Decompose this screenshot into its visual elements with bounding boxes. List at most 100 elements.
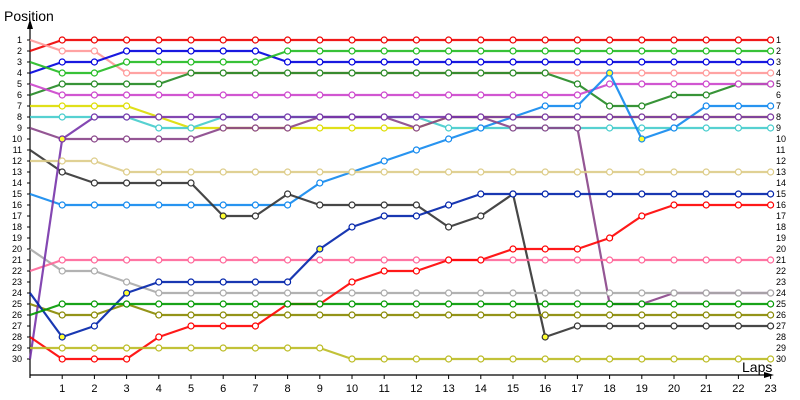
data-point	[702, 168, 710, 176]
data-point	[541, 355, 549, 363]
data-point	[219, 168, 227, 176]
data-point	[90, 135, 99, 143]
data-point	[702, 80, 710, 88]
data-point	[445, 47, 453, 55]
x-tick-label: 11	[378, 383, 389, 395]
y-tick-label-right: 12	[776, 156, 786, 166]
data-point	[734, 168, 743, 176]
data-point	[605, 190, 614, 198]
data-point	[412, 212, 420, 220]
data-point	[122, 344, 131, 352]
data-point	[766, 190, 775, 198]
data-point	[445, 135, 453, 143]
data-point	[58, 333, 66, 341]
data-point	[605, 234, 614, 242]
y-tick-label-left: 18	[12, 222, 22, 232]
data-point	[702, 113, 710, 121]
data-point	[380, 289, 388, 297]
data-point	[155, 124, 163, 132]
data-point	[702, 47, 710, 55]
data-point	[670, 355, 678, 363]
y-tick-label-left: 11	[13, 145, 22, 155]
data-point	[509, 256, 517, 264]
data-point	[251, 289, 259, 297]
data-point	[477, 190, 485, 198]
data-point	[187, 322, 195, 330]
data-point	[187, 69, 195, 77]
data-point	[90, 91, 99, 99]
data-point	[412, 69, 420, 77]
data-point	[605, 80, 614, 88]
data-point	[541, 113, 549, 121]
data-point	[702, 201, 710, 209]
data-point	[122, 69, 131, 77]
x-tick-label: 22	[732, 383, 744, 395]
y-tick-label-left: 7	[17, 101, 22, 111]
y-tick-label-right: 22	[776, 266, 786, 276]
data-point	[58, 113, 66, 121]
data-point	[58, 157, 66, 165]
y-tick-label-right: 9	[776, 123, 781, 133]
data-point	[90, 69, 99, 77]
data-point	[58, 58, 66, 66]
y-tick-label-right: 10	[776, 134, 786, 144]
data-point	[412, 300, 420, 308]
x-tick-label: 8	[285, 383, 291, 395]
data-point	[316, 91, 324, 99]
data-point	[734, 102, 743, 110]
data-point	[90, 36, 99, 44]
data-point	[251, 278, 259, 286]
data-point	[445, 124, 453, 132]
data-point	[541, 69, 549, 77]
data-point	[348, 168, 356, 176]
data-point	[155, 168, 163, 176]
data-point	[766, 168, 775, 176]
data-point	[605, 47, 614, 55]
y-ticks-right: 1234567891011121314151617181920212223242…	[776, 35, 786, 364]
x-tick-label: 17	[571, 383, 583, 395]
y-tick-label-left: 23	[12, 277, 22, 287]
data-point	[187, 201, 195, 209]
data-point	[58, 300, 66, 308]
data-point	[541, 58, 549, 66]
data-point	[734, 36, 743, 44]
data-point	[251, 300, 259, 308]
data-point	[58, 135, 66, 143]
y-tick-label-right: 26	[776, 310, 786, 320]
x-tick-label: 20	[668, 383, 680, 395]
data-point	[122, 278, 131, 286]
y-tick-label-right: 18	[776, 222, 786, 232]
y-tick-label-left: 3	[17, 57, 22, 67]
data-point	[122, 300, 131, 308]
data-point	[187, 311, 195, 319]
series-line-18	[29, 203, 771, 361]
data-point	[219, 124, 227, 132]
data-point	[541, 245, 549, 253]
data-point	[284, 278, 292, 286]
y-tick-label-left: 26	[12, 310, 22, 320]
data-point	[638, 47, 646, 55]
data-point	[58, 91, 66, 99]
data-point	[155, 311, 163, 319]
data-point	[316, 311, 324, 319]
data-point	[348, 355, 356, 363]
data-point	[734, 69, 743, 77]
data-point	[412, 289, 420, 297]
data-point	[284, 91, 292, 99]
data-point	[58, 267, 66, 275]
data-point	[638, 102, 646, 110]
data-point	[477, 212, 485, 220]
data-point	[316, 201, 324, 209]
data-point	[58, 355, 66, 363]
y-tick-label-left: 25	[12, 299, 22, 309]
y-tick-label-right: 25	[776, 299, 786, 309]
data-point	[348, 58, 356, 66]
data-point	[638, 80, 646, 88]
data-point	[605, 113, 614, 121]
y-tick-label-right: 23	[776, 277, 786, 287]
data-point	[541, 168, 549, 176]
x-tick-label: 2	[91, 383, 97, 395]
data-point	[380, 201, 388, 209]
data-point	[251, 256, 259, 264]
series-layer	[28, 36, 775, 363]
